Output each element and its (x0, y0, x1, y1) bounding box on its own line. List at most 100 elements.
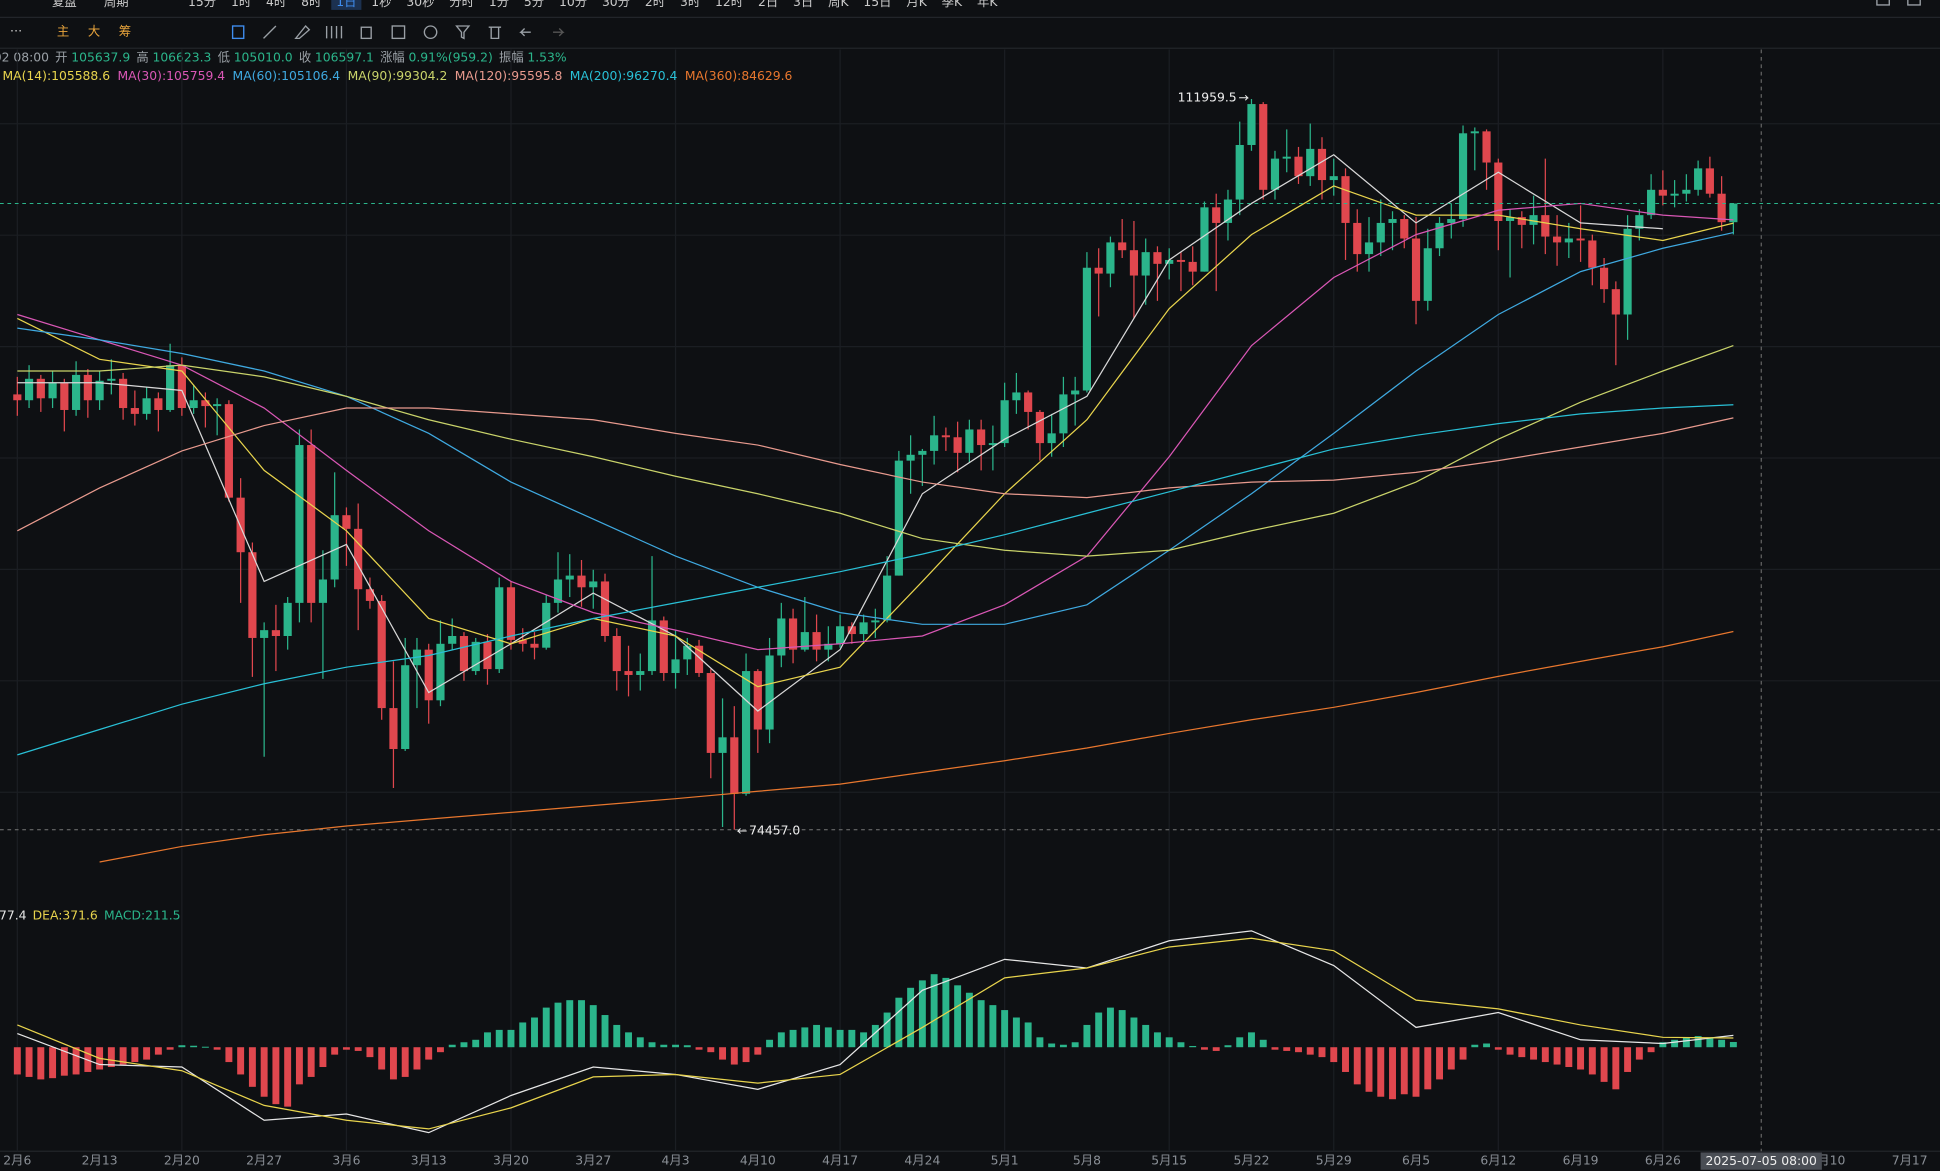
x-tick-label: 5月15 (1151, 1154, 1187, 1168)
period-button[interactable]: 1秒 (371, 0, 391, 9)
macd-bar (1189, 1045, 1197, 1048)
period-button[interactable]: 10分 (559, 0, 587, 9)
macd-bar (1624, 1047, 1632, 1072)
macd-bar (1036, 1037, 1044, 1048)
macd-bar (166, 1047, 174, 1050)
macd-bar (531, 1017, 538, 1048)
period-button[interactable]: 2时 (645, 0, 665, 9)
ma-line (17, 231, 1734, 625)
period-button[interactable]: 1时 (231, 0, 251, 9)
min-annotation: 74457.0 (749, 823, 800, 837)
period-button[interactable]: 分时 (449, 0, 474, 9)
drawing-tools[interactable]: ⋯ (10, 0, 1921, 40)
indicator-button[interactable]: 筹 (119, 24, 131, 39)
macd-bar (190, 1045, 198, 1048)
window-icon[interactable] (1907, 0, 1921, 6)
macd-bar (1400, 1047, 1408, 1095)
period-button[interactable]: 8时 (301, 0, 321, 9)
period-button[interactable]: 3日 (793, 0, 813, 9)
period-button[interactable]: 周K (828, 0, 849, 9)
candle-body (883, 575, 892, 621)
period-button[interactable]: 30秒 (406, 0, 434, 9)
candle-body (988, 443, 997, 446)
candle-body (1400, 219, 1409, 239)
indicator-button[interactable]: 大 (88, 25, 100, 39)
period-button[interactable]: 季K (942, 0, 963, 9)
period-button[interactable]: 30分 (602, 0, 630, 9)
period-button[interactable]: 1分 (489, 0, 509, 9)
tool-icon[interactable] (263, 25, 277, 39)
grid (0, 49, 1940, 1152)
macd-bar (107, 1047, 115, 1068)
candle-body (694, 645, 704, 674)
ticker-value: 0.91%(959.2) (409, 51, 493, 65)
period-button[interactable]: 15分 (188, 0, 216, 9)
ma-legend: MA(14):105588.6 (2, 69, 110, 83)
macd-bar (1048, 1043, 1056, 1048)
candle-body (706, 673, 715, 753)
candle-body (836, 626, 845, 644)
tool-icon[interactable] (231, 25, 245, 40)
period-button[interactable]: 12时 (715, 0, 743, 9)
macd-bar (1095, 1012, 1103, 1048)
candle-body (589, 581, 598, 588)
tool-icon[interactable] (294, 24, 311, 40)
candle-body (953, 437, 962, 453)
macd-bar (777, 1032, 785, 1048)
x-tick-label: 6月19 (1563, 1154, 1599, 1168)
tool-icon[interactable] (360, 26, 372, 40)
window-icon[interactable] (1876, 0, 1890, 6)
candle-body (495, 587, 504, 670)
macd-bar (295, 1047, 303, 1085)
x-tick-label: 2月13 (82, 1154, 118, 1168)
candle-body (1494, 162, 1503, 221)
macd-bar (354, 1047, 362, 1051)
tool-icon[interactable] (519, 27, 531, 37)
tool-icon[interactable] (325, 25, 343, 39)
tool-icon[interactable] (391, 25, 406, 40)
period-button[interactable]: 15日 (863, 0, 891, 9)
macd-bar (683, 1045, 691, 1048)
candle-body (1059, 394, 1068, 434)
toolbar-button[interactable]: 复盘 (52, 0, 77, 9)
macd-bar (119, 1047, 127, 1065)
macd-bar (1118, 1010, 1126, 1048)
period-button[interactable]: 4时 (266, 0, 286, 9)
ticker-value: 106597.1 (315, 51, 374, 65)
tool-icon[interactable] (488, 26, 502, 40)
candle-body (683, 645, 692, 660)
candle-body (107, 378, 116, 381)
ma-line (17, 345, 1734, 557)
candle-body (918, 450, 927, 455)
tool-icon[interactable] (553, 27, 565, 37)
period-button[interactable]: 年K (977, 0, 998, 9)
toolbar-button[interactable]: 周期 (104, 0, 129, 9)
macd-bar (636, 1037, 644, 1048)
candle-body (1200, 207, 1209, 272)
candle-body (1364, 242, 1374, 255)
period-button[interactable]: 月K (906, 0, 927, 9)
candle-body (1411, 238, 1421, 301)
candle-body (24, 378, 34, 401)
x-tick-label: 5月29 (1316, 1154, 1352, 1168)
indicator-button[interactable]: 主 (57, 25, 69, 39)
period-button[interactable]: 1日 (336, 0, 356, 9)
candle-body (177, 365, 186, 409)
macd-bar (1365, 1047, 1373, 1092)
candle-body (636, 671, 645, 675)
candle-body (1094, 267, 1103, 274)
period-button[interactable]: 3时 (680, 0, 700, 9)
candle-body (977, 429, 986, 446)
candle-body (389, 708, 398, 750)
period-button[interactable]: 2日 (758, 0, 778, 9)
more-icon[interactable]: ⋯ (10, 23, 22, 37)
candle-body (753, 671, 762, 730)
ticker-label: 收 (299, 51, 311, 65)
tool-icon[interactable] (455, 25, 471, 40)
tool-icon[interactable] (423, 25, 438, 40)
candle-body (342, 515, 351, 529)
macd-bar (507, 1029, 515, 1048)
period-button[interactable]: 5分 (524, 0, 544, 9)
candle-body (236, 497, 245, 553)
candle-body (624, 671, 633, 675)
